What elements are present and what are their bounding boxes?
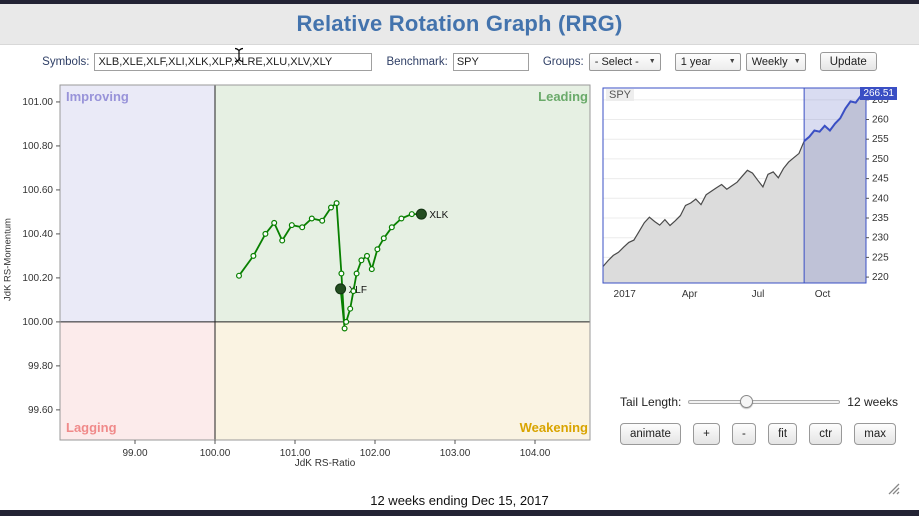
chevron-down-icon: ▼ bbox=[648, 58, 656, 65]
benchmark-symbol-label: SPY bbox=[606, 89, 635, 101]
main-content: Symbols: Benchmark: Groups: - Select - ▼… bbox=[0, 45, 919, 510]
frequency-select[interactable]: Weekly ▼ bbox=[745, 52, 806, 71]
chevron-down-icon: ▼ bbox=[728, 58, 736, 65]
groups-select[interactable]: - Select - ▼ bbox=[588, 52, 661, 71]
svg-text:100.40: 100.40 bbox=[22, 229, 53, 240]
svg-text:245: 245 bbox=[872, 174, 889, 185]
svg-text:100.80: 100.80 bbox=[22, 141, 53, 152]
svg-text:100.00: 100.00 bbox=[22, 317, 53, 328]
svg-text:225: 225 bbox=[872, 252, 889, 263]
benchmark-tail-line bbox=[803, 92, 867, 142]
text-cursor bbox=[234, 47, 244, 63]
benchmark-label: Benchmark: bbox=[386, 55, 448, 68]
fit-button[interactable]: fit bbox=[768, 423, 798, 445]
animate-button[interactable]: animate bbox=[620, 423, 681, 445]
symbols-label: Symbols: bbox=[42, 55, 90, 68]
chevron-down-icon: ▼ bbox=[793, 58, 801, 65]
svg-text:99.00: 99.00 bbox=[122, 448, 147, 459]
slider-thumb[interactable] bbox=[740, 395, 754, 408]
svg-text:XLF: XLF bbox=[349, 285, 367, 296]
chart-buttons: animate + - fit ctr max bbox=[620, 423, 896, 445]
rrg-y-axis-title: JdK RS-Momentum bbox=[2, 218, 14, 301]
svg-text:104.00: 104.00 bbox=[520, 448, 551, 459]
page-title: Relative Rotation Graph (RRG) bbox=[296, 11, 623, 36]
svg-text:99.80: 99.80 bbox=[28, 361, 53, 372]
svg-text:Oct: Oct bbox=[815, 289, 831, 300]
frequency-select-value: Weekly bbox=[751, 55, 788, 68]
benchmark-plot: 220 225 230 235 240 245 250 255 260 265 2017 Apr Jul… bbox=[602, 87, 889, 300]
tail-length-label: Tail Length: bbox=[620, 395, 682, 409]
quadrant-label-improving: Improving bbox=[66, 89, 129, 104]
svg-text:260: 260 bbox=[872, 115, 889, 126]
rrg-x-axis-title: JdK RS-Ratio bbox=[294, 458, 356, 469]
svg-text:103.00: 103.00 bbox=[440, 448, 471, 459]
tail-length-value: 12 weeks bbox=[847, 395, 898, 409]
svg-text:102.00: 102.00 bbox=[360, 448, 391, 459]
footer-caption: 12 weeks ending Dec 15, 2017 bbox=[370, 493, 549, 508]
rrg-plot: 99.00 100.00 101.00 102.00 103.00 104.00 99.60… bbox=[22, 84, 591, 459]
groups-label: Groups: bbox=[542, 55, 584, 68]
svg-text:XLK: XLK bbox=[429, 210, 448, 221]
svg-text:220: 220 bbox=[872, 272, 889, 283]
tail-length-control: Tail Length: 12 weeks bbox=[620, 395, 898, 409]
svg-text:230: 230 bbox=[872, 233, 889, 244]
period-select[interactable]: 1 year ▼ bbox=[674, 52, 741, 71]
svg-text:101.00: 101.00 bbox=[22, 97, 53, 108]
svg-text:Jul: Jul bbox=[752, 289, 765, 300]
update-button[interactable]: Update bbox=[819, 52, 877, 71]
rrg-head-XLK bbox=[415, 208, 427, 220]
rrg-chart[interactable]: 99.00 100.00 101.00 102.00 103.00 104.00 99.60… bbox=[2, 81, 598, 477]
zoom-out-button[interactable]: - bbox=[732, 423, 756, 445]
svg-text:101.00: 101.00 bbox=[280, 448, 311, 459]
svg-text:Apr: Apr bbox=[682, 289, 698, 300]
quadrant-label-leading: Leading bbox=[538, 89, 588, 104]
center-button[interactable]: ctr bbox=[809, 423, 843, 445]
benchmark-input[interactable] bbox=[452, 52, 529, 71]
svg-text:235: 235 bbox=[872, 213, 889, 224]
toolbar: Symbols: Benchmark: Groups: - Select - ▼… bbox=[0, 52, 919, 71]
svg-text:240: 240 bbox=[872, 193, 889, 204]
svg-text:2017: 2017 bbox=[614, 289, 637, 300]
bottom-window-strip bbox=[0, 510, 919, 516]
svg-text:250: 250 bbox=[872, 154, 889, 165]
svg-text:99.60: 99.60 bbox=[28, 405, 53, 416]
top-window-strip bbox=[0, 0, 919, 4]
resize-handle-icon[interactable] bbox=[886, 481, 900, 495]
svg-text:265: 265 bbox=[872, 95, 889, 106]
tail-length-slider[interactable] bbox=[688, 395, 841, 409]
rrg-head-XLF bbox=[335, 283, 347, 295]
period-select-value: 1 year bbox=[680, 55, 712, 68]
benchmark-mini-chart[interactable]: 220 225 230 235 240 245 250 255 260 265 2017 Apr Jul… bbox=[601, 85, 897, 303]
benchmark-last-price-badge: 266.51 bbox=[860, 87, 897, 100]
svg-text:100.20: 100.20 bbox=[22, 273, 53, 284]
zoom-in-button[interactable]: + bbox=[693, 423, 720, 445]
svg-text:100.60: 100.60 bbox=[22, 185, 53, 196]
svg-text:100.00: 100.00 bbox=[200, 448, 231, 459]
quadrant-label-weakening: Weakening bbox=[519, 420, 588, 435]
svg-text:255: 255 bbox=[872, 134, 889, 145]
maximize-button[interactable]: max bbox=[854, 423, 896, 445]
quadrant-label-lagging: Lagging bbox=[66, 420, 117, 435]
groups-select-value: - Select - bbox=[594, 55, 639, 68]
slider-track[interactable] bbox=[688, 400, 841, 404]
header: Relative Rotation Graph (RRG) bbox=[0, 4, 919, 45]
symbols-input[interactable] bbox=[94, 52, 373, 71]
